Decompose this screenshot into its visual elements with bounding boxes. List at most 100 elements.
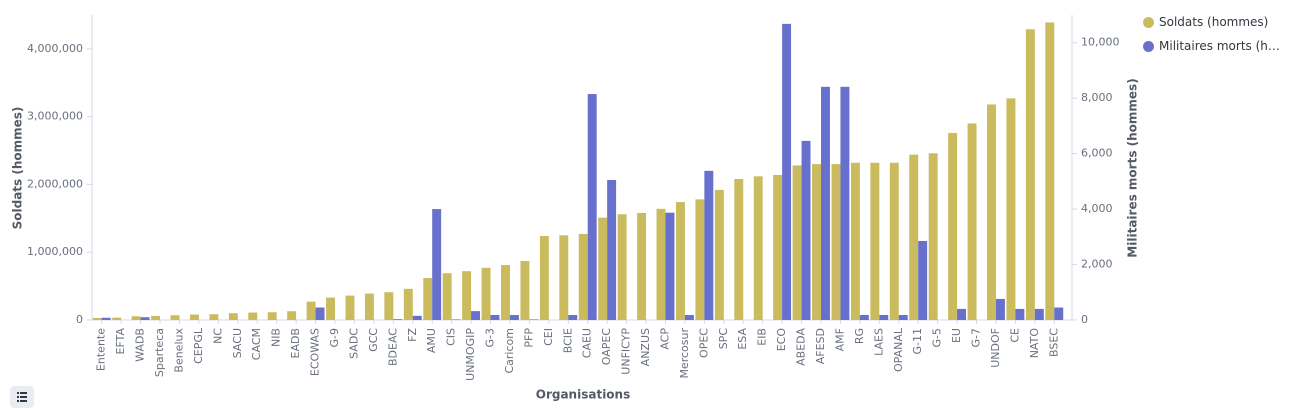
x-tick-label: OAPEC [600,328,613,366]
bar [462,271,472,320]
bar [578,233,588,320]
list-icon [17,392,27,402]
bar [879,315,889,320]
bar [918,240,928,320]
x-tick-label: NATO [1028,328,1041,359]
bar [568,315,578,320]
bar [948,132,958,320]
x-tick-label: ECOWAS [309,328,322,376]
bar [695,199,705,320]
x-tick-label: CAEU [581,328,594,358]
bar [490,315,500,320]
bar [656,208,666,320]
x-tick-label: AMF [833,328,846,351]
bar [509,315,519,320]
x-tick-label: CE [1008,328,1021,343]
x-tick-label: EADB [289,328,302,359]
bar [170,315,180,320]
x-tick-label: AMU [425,328,438,353]
legend-label: Militaires morts (hommes) [1159,39,1287,53]
x-tick-label: SPC [717,328,730,350]
bar [520,261,530,320]
bar [228,313,238,320]
bar [393,319,403,320]
y2-axis-title: Militaires morts (hommes) [1126,78,1140,257]
x-tick-label: BDEAC [386,328,399,366]
legend-item[interactable]: Militaires morts (hommes) [1143,34,1288,58]
bar [209,314,219,320]
bar [898,315,908,320]
legend-swatch [1143,16,1154,28]
bar [801,140,811,320]
bar [345,295,355,320]
bar [684,315,694,320]
bar [957,308,967,320]
bar [995,298,1005,320]
x-tick-label: EU [950,328,963,343]
bar [364,293,374,320]
x-axis-title: Organisations [536,388,630,402]
bar [821,86,830,321]
x-tick-label: EIB [756,328,769,346]
bar [1034,308,1044,320]
x-tick-label: Sparteca [153,328,166,377]
bar [559,235,569,320]
x-tick-label: CACM [250,328,263,360]
x-tick-label: OPANAL [892,327,905,372]
bar [131,316,141,320]
bar [1045,22,1055,320]
bar [1006,98,1016,320]
bar [734,179,744,320]
bar [1015,308,1025,320]
x-tick-label: G-11 [911,328,924,355]
y-tick-label: 1,000,000 [27,245,83,258]
x-tick-label: ABEDA [795,328,808,366]
legend-toggle-button[interactable] [10,386,34,408]
bar [637,212,647,320]
bar [1025,29,1035,320]
bar [432,209,442,320]
bar [248,312,258,320]
bar [501,265,510,320]
x-tick-label: CEPGL [192,327,205,364]
bar [753,176,763,320]
bar [607,179,617,320]
bar [782,23,792,320]
bar [870,162,880,320]
legend-item[interactable]: Soldats (hommes) [1143,10,1288,34]
y2-tick-label: 8,000 [1081,91,1113,104]
y-axis-title: Soldats (hommes) [11,107,25,230]
bar [987,104,996,320]
x-tick-label: UNMOGIP [464,328,477,381]
x-tick-label: BSEC [1047,328,1060,357]
x-tick-label: SADC [347,328,360,359]
bar [598,217,608,320]
x-tick-label: Entente [95,328,108,371]
x-tick-label: UNFICYP [620,328,633,375]
bar [967,123,977,320]
legend-label: Soldats (hommes) [1159,15,1269,29]
x-tick-label: Benelux [172,328,185,373]
x-tick-label: AFESD [814,328,827,364]
x-tick-label: LAES [872,328,885,356]
y2-tick-label: 6,000 [1081,147,1113,160]
y-tick-label: 4,000,000 [27,42,83,55]
bar [403,288,413,320]
bar [442,273,452,320]
y2-tick-label: 2,000 [1081,258,1113,271]
bar [384,292,394,320]
bar [481,267,491,320]
bar [850,162,860,320]
x-tick-label: ACP [658,328,671,350]
bar [315,307,325,320]
x-tick-label: G-7 [970,328,983,348]
bar [587,94,597,320]
x-tick-label: NC [211,328,224,344]
bar [151,315,161,320]
x-tick-label: G-9 [328,328,341,348]
bar [267,312,277,320]
x-tick-label: CIS [445,328,458,346]
x-tick-label: UNDOF [989,328,1002,368]
bar [812,164,821,320]
